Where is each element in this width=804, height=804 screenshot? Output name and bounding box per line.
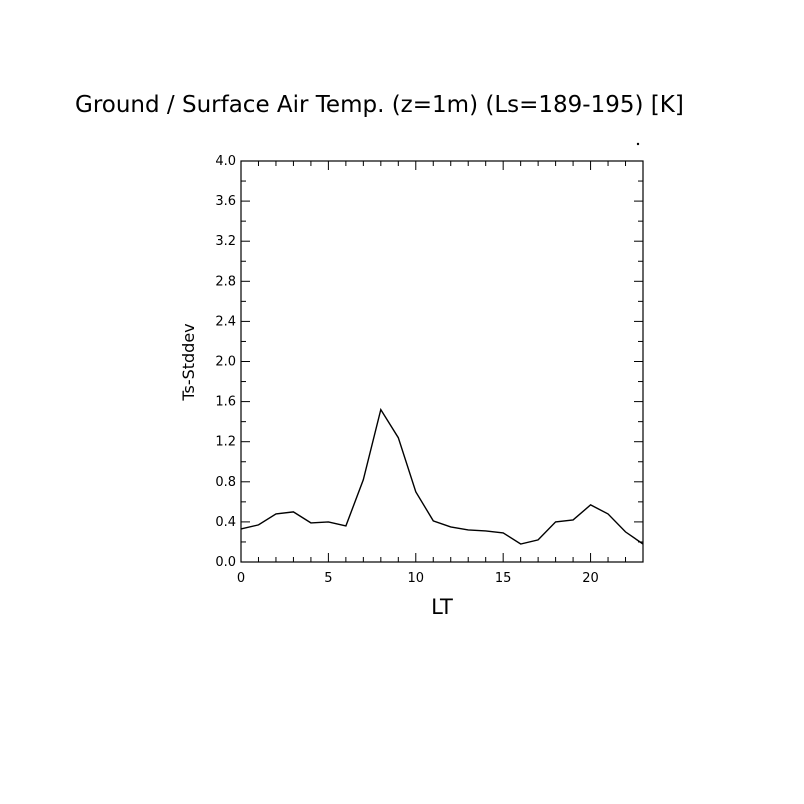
chart-title: Ground / Surface Air Temp. (z=1m) (Ls=18… <box>75 92 684 118</box>
y-tick-label: 3.2 <box>215 234 236 249</box>
y-tick-label: 3.6 <box>215 194 236 209</box>
x-tick-label: 0 <box>237 571 245 586</box>
x-tick-label: 15 <box>495 571 512 586</box>
y-tick-label: 2.0 <box>215 355 236 370</box>
y-tick-label: 2.4 <box>215 314 236 329</box>
y-tick-label: 0.8 <box>215 475 236 490</box>
y-tick-label: 1.6 <box>215 395 236 410</box>
y-tick-label: 1.2 <box>215 435 236 450</box>
x-axis-label: LT <box>431 595 453 619</box>
x-tick-label: 5 <box>324 571 332 586</box>
y-axis-label: Ts-Stddev <box>179 323 198 401</box>
x-axis: 0 5 10 15 20 <box>237 161 644 586</box>
y-tick-label: 0.0 <box>215 555 236 570</box>
y-tick-label: 4.0 <box>215 154 236 169</box>
y-tick-label: 2.8 <box>215 274 236 289</box>
y-axis: 0.0 0.4 0.8 1.2 1.6 2.0 2.4 2.8 3.2 3.6 4.0 <box>215 154 643 570</box>
plot-area: 0.0 0.4 0.8 1.2 1.6 2.0 2.4 2.8 3.2 3.6 4.0 0 5 10 15… <box>215 154 644 586</box>
plot-frame <box>240 160 644 563</box>
x-tick-label: 20 <box>582 571 599 586</box>
corner-dot-marker <box>636 142 640 146</box>
y-tick-label: 0.4 <box>215 515 236 530</box>
x-tick-label: 10 <box>408 571 425 586</box>
series-line <box>240 407 644 545</box>
